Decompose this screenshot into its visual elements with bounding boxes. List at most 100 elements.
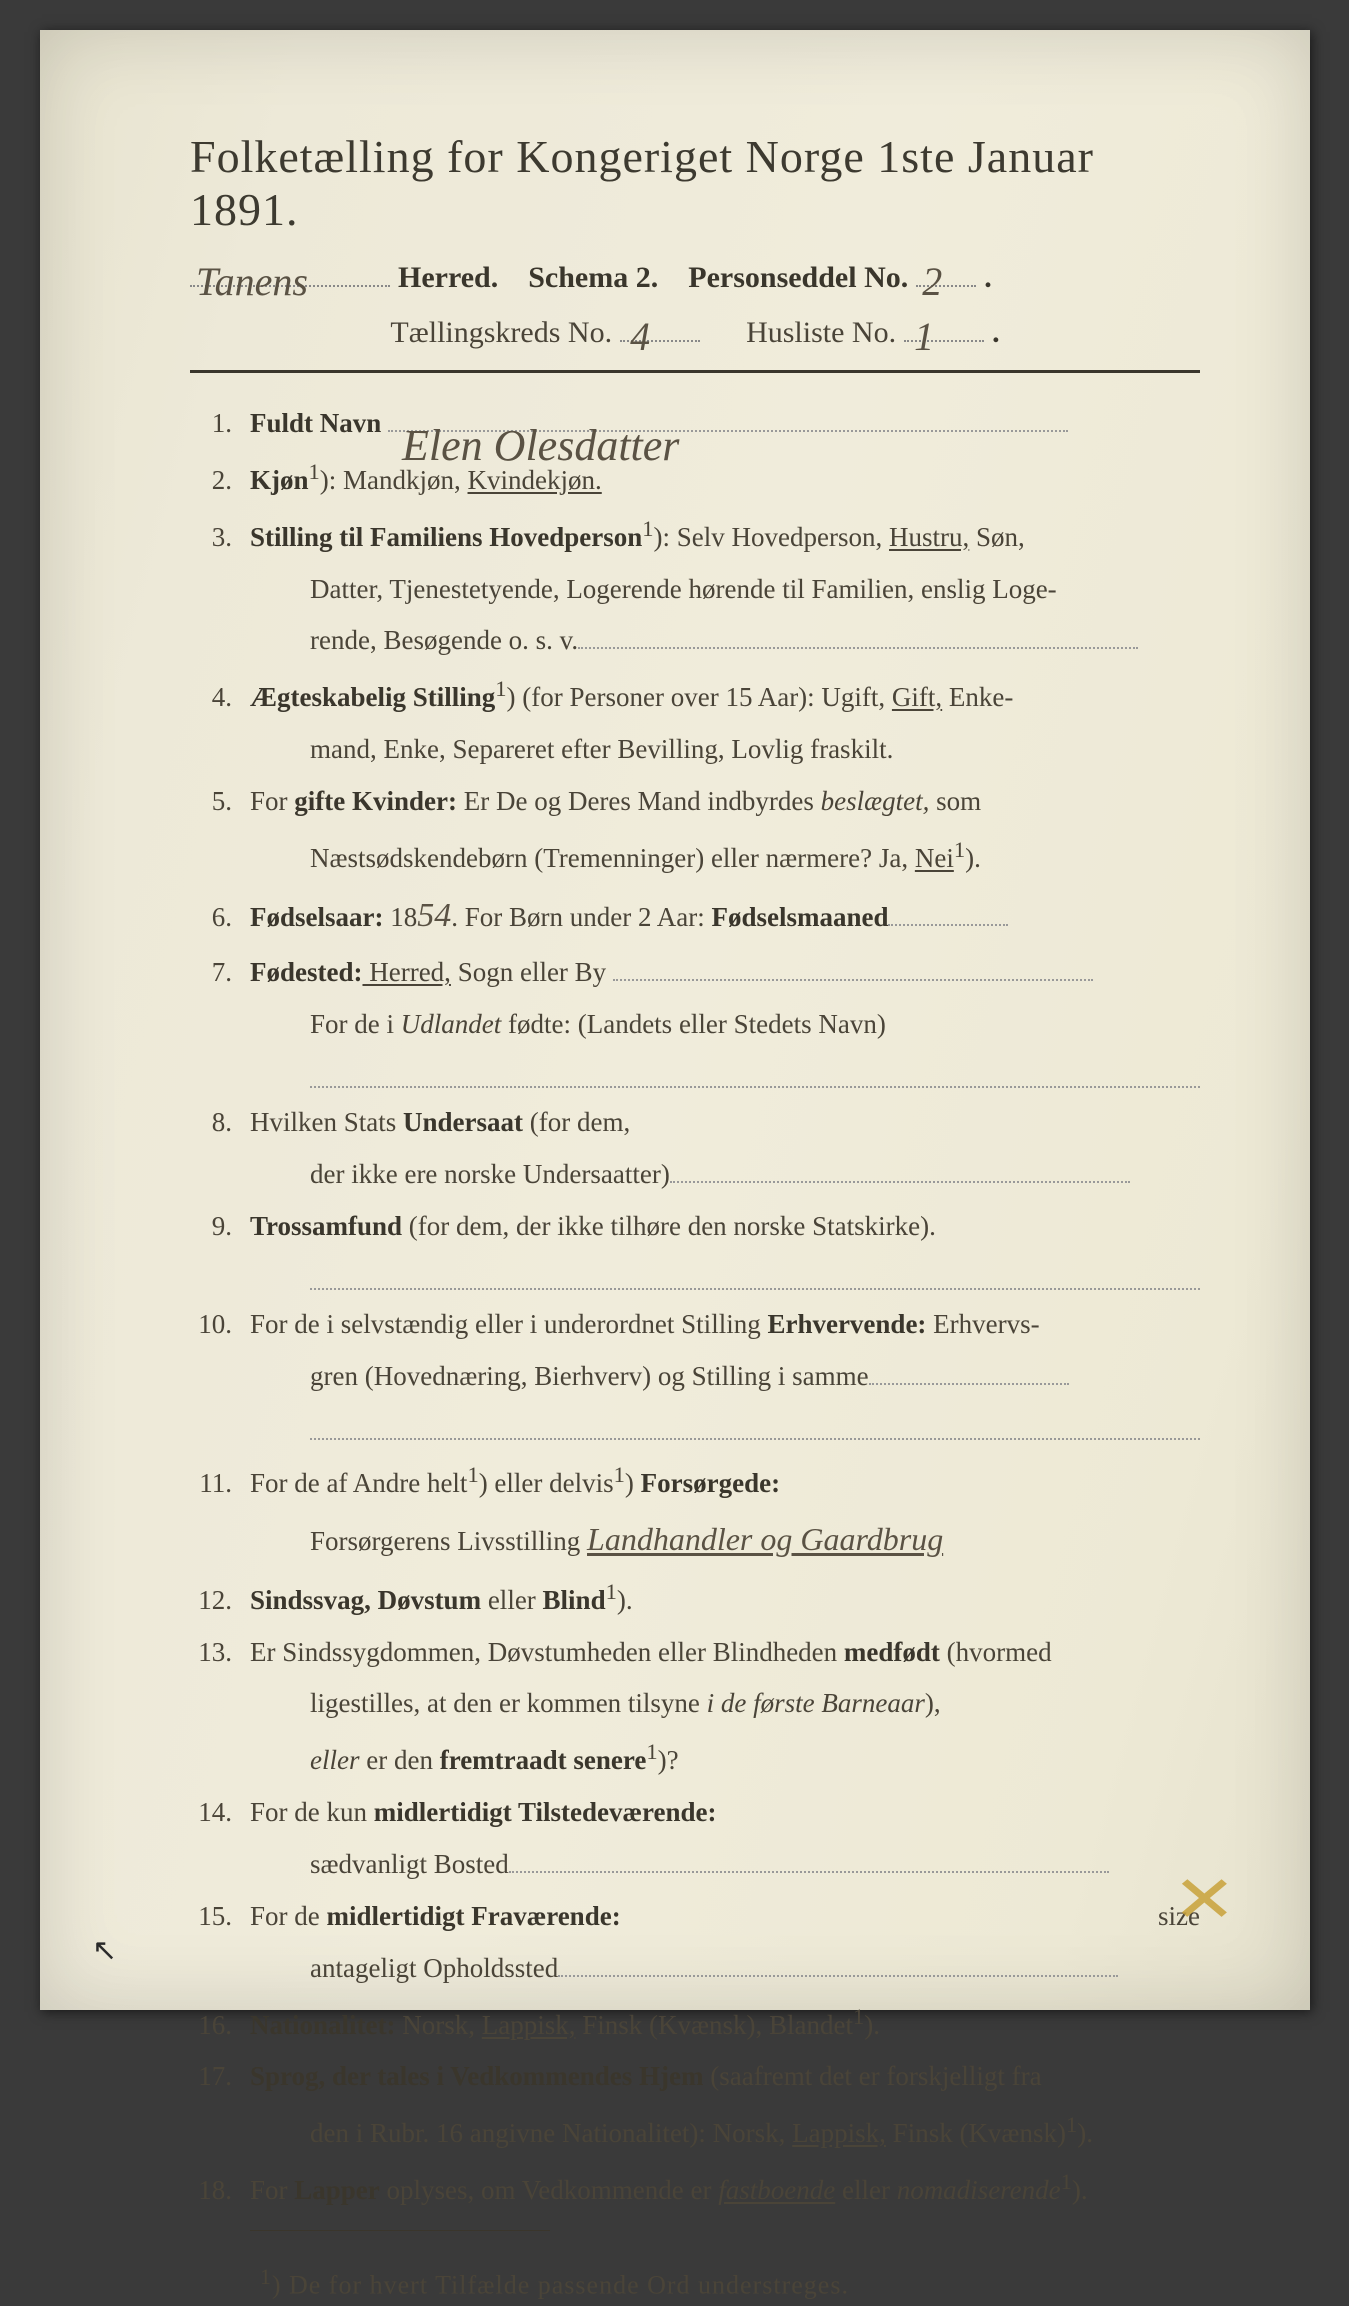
q3-num: 3. <box>190 517 250 559</box>
q10-dots-line <box>310 1408 1200 1440</box>
q11-text-a: For de af Andre helt <box>250 1468 467 1498</box>
q5-num: 5. <box>190 781 250 823</box>
q11-row: 11. For de af Andre helt1) eller delvis1… <box>190 1458 1200 1505</box>
q10-text-a: For de i selvstændig eller i underordnet… <box>250 1309 767 1339</box>
q10-line2: gren (Hovednæring, Bierhverv) og Stillin… <box>310 1356 1200 1398</box>
x-mark-icon: × <box>1174 1847 1236 1950</box>
q14-line2-text: sædvanligt Bosted <box>310 1849 509 1879</box>
q16-content: Nationalitet: Norsk, Lappisk, Finsk (Kvæ… <box>250 2000 1200 2047</box>
q4-sup: 1 <box>495 676 506 701</box>
q7-dots <box>613 957 1093 981</box>
q7-line2: For de i Udlandet fødte: (Landets eller … <box>310 1004 1200 1046</box>
q17-answer: Lappisk, <box>792 2118 886 2148</box>
q5-line2: Næstsødskendebørn (Tremenninger) eller n… <box>310 833 1200 880</box>
q2-label-a: Kjøn <box>250 465 309 495</box>
q18-italic: nomadiserende <box>897 2175 1061 2205</box>
kreds-value: 4 <box>630 313 650 342</box>
q3-row: 3. Stilling til Familiens Hovedperson1):… <box>190 512 1200 559</box>
corner-tick-icon: ↖ <box>92 1933 117 1968</box>
q10-bold: Erhvervende: <box>767 1309 926 1339</box>
q4-line2: mand, Enke, Separeret efter Bevilling, L… <box>310 729 1200 771</box>
q8-text-a: Hvilken Stats <box>250 1107 403 1137</box>
q15-bold: midlertidigt Fraværende: <box>327 1901 621 1931</box>
q18-text-b: oplyses, om Vedkommende er <box>380 2175 718 2205</box>
q1-row: 1. Fuldt Navn Elen Olesdatter <box>190 403 1200 445</box>
q11-content: For de af Andre helt1) eller delvis1) Fo… <box>250 1458 1200 1505</box>
q12-content: Sindssvag, Døvstum eller Blind1). <box>250 1575 1200 1622</box>
q6-row: 6. Fødselsaar: 1854. For Børn under 2 Aa… <box>190 890 1200 943</box>
q15-num: 15. <box>190 1896 250 1938</box>
q9-content: Trossamfund (for dem, der ikke tilhøre d… <box>250 1206 1200 1248</box>
husliste-label: Husliste No. <box>746 316 896 350</box>
q1-value: Elen Olesdatter <box>402 412 679 434</box>
q2-content: Kjøn1): Mandkjøn, Kvindekjøn. <box>250 455 1200 502</box>
q3-line2: Datter, Tjenestetyende, Logerende hørend… <box>310 569 1200 611</box>
q18-text-c: eller <box>835 2175 896 2205</box>
q8-line2: der ikke ere norske Undersaatter) <box>310 1154 1200 1196</box>
q1-label: Fuldt Navn <box>250 408 381 438</box>
q13-line3-a: eller <box>310 1745 359 1775</box>
q14-line2: sædvanligt Bosted <box>310 1844 1200 1886</box>
q12-num: 12. <box>190 1580 250 1622</box>
q12-text-b: ). <box>617 1585 633 1615</box>
form-title: Folketælling for Kongeriget Norge 1ste J… <box>190 130 1200 236</box>
husliste-field: 1 <box>904 309 984 342</box>
q18-row: 18. For Lapper oplyses, om Vedkommende e… <box>190 2165 1200 2212</box>
q8-dots <box>670 1159 1130 1183</box>
q11-bold: Forsørgede: <box>641 1468 780 1498</box>
q4-num: 4. <box>190 677 250 719</box>
q17-line2: den i Rubr. 16 angivne Nationalitet): No… <box>310 2108 1200 2155</box>
q10-num: 10. <box>190 1304 250 1346</box>
q14-bold: midlertidigt Tilstedeværende: <box>374 1797 717 1827</box>
q7-dots-line <box>310 1056 1200 1088</box>
q7-label: Fødested: <box>250 957 362 987</box>
q4-text-b: Enke- <box>942 682 1013 712</box>
q18-sup: 1 <box>1061 2169 1072 2194</box>
q10-line2-text: gren (Hovednæring, Bierhverv) og Stillin… <box>310 1361 869 1391</box>
q17-bold: Sprog, der tales i Vedkommendes Hjem <box>250 2061 704 2091</box>
q12-bold2: Blind <box>543 1585 606 1615</box>
q18-text-a: For <box>250 2175 294 2205</box>
q5-italic: beslægtet, <box>821 786 930 816</box>
q8-row: 8. Hvilken Stats Undersaat (for dem, <box>190 1102 1200 1144</box>
q6-num: 6. <box>190 897 250 939</box>
herred-value: Tanens <box>196 258 308 287</box>
q7-line2-b: fødte: (Landets eller Stedets Navn) <box>501 1009 886 1039</box>
q13-row: 13. Er Sindssygdommen, Døvstumheden elle… <box>190 1632 1200 1674</box>
q18-bold: Lapper <box>294 2175 380 2205</box>
schema-label: Schema 2. <box>528 261 658 295</box>
q1-field: Elen Olesdatter <box>388 408 1068 432</box>
q9-num: 9. <box>190 1206 250 1248</box>
q16-text-a: Norsk, <box>395 2010 481 2040</box>
kreds-field: 4 <box>620 309 700 342</box>
q13-line2: ligestilles, at den er kommen tilsyne i … <box>310 1683 1200 1725</box>
form-body: 1. Fuldt Navn Elen Olesdatter 2. Kjøn1):… <box>190 403 1200 2306</box>
q5-text-b: Er De og Deres Mand indbyrdes <box>457 786 821 816</box>
q5-row: 5. For gifte Kvinder: Er De og Deres Man… <box>190 781 1200 823</box>
personseddel-value: 2 <box>922 258 942 287</box>
herred-label: Herred. <box>398 261 498 295</box>
q11-value: Landhandler og Gaardbrug <box>587 1521 943 1557</box>
q3-line3: rende, Besøgende o. s. v. <box>310 620 1200 662</box>
q17-content: Sprog, der tales i Vedkommendes Hjem (sa… <box>250 2056 1200 2098</box>
q4-label: Ægteskabelig Stilling <box>250 682 495 712</box>
q13-text-a: Er Sindssygdommen, Døvstumheden eller Bl… <box>250 1637 844 1667</box>
q11-text-c: ) <box>625 1468 641 1498</box>
q3-dots <box>578 625 1138 649</box>
q7-row: 7. Fødested: Herred, Sogn eller By <box>190 952 1200 994</box>
q3-opts-b: Søn, <box>969 522 1025 552</box>
q16-row: 16. Nationalitet: Norsk, Lappisk, Finsk … <box>190 2000 1200 2047</box>
q8-bold: Undersaat <box>403 1107 523 1137</box>
q2-sup: 1 <box>309 459 320 484</box>
q7-num: 7. <box>190 952 250 994</box>
q14-num: 14. <box>190 1792 250 1834</box>
q16-bold: Nationalitet: <box>250 2010 395 2040</box>
q11-sup1: 1 <box>467 1462 478 1487</box>
q5-answer: Nei <box>915 843 954 873</box>
q12-bold: Sindssvag, Døvstum <box>250 1585 481 1615</box>
q11-sup2: 1 <box>614 1462 625 1487</box>
q9-bold: Trossamfund <box>250 1211 402 1241</box>
q14-text-a: For de kun <box>250 1797 374 1827</box>
census-form-page: Folketælling for Kongeriget Norge 1ste J… <box>40 30 1310 2010</box>
q15-content: For de midlertidigt Fraværende: <box>250 1896 1158 1938</box>
